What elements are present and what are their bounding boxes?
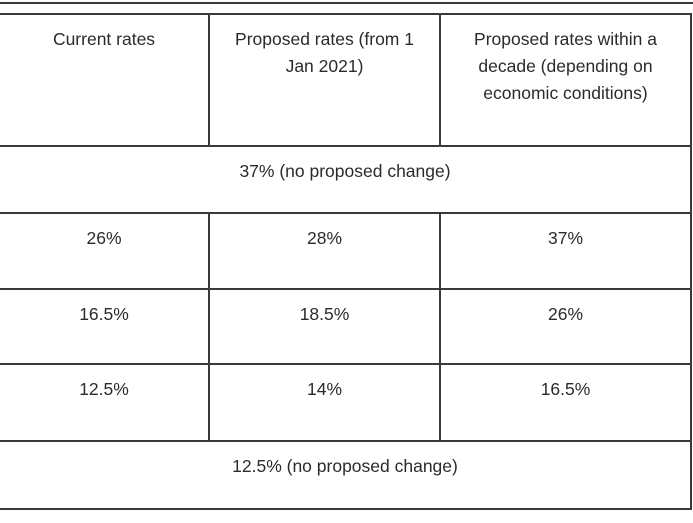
table-row: 26% 28% 37% [0,214,690,290]
tax-rates-table: Current rates Proposed rates (from 1 Jan… [0,13,692,510]
table-cell: 16.5% [540,379,591,399]
table-row: 16.5% 18.5% 26% [0,290,690,365]
table-cell: 26% [0,214,210,288]
merged-cell-37-no-change: 37% (no proposed change) [239,161,451,181]
table-cell: 16.5% [0,290,210,363]
table-cell: 14% [210,365,441,440]
merged-cell-12-5-no-change: 12.5% (no proposed change) [232,456,458,476]
table-cell: 12.5% [0,365,210,440]
header-cell-proposed-rates-decade: Proposed rates within a decade (dependin… [474,29,657,103]
table-header-row: Current rates Proposed rates (from 1 Jan… [0,15,690,147]
table-row: 12.5% 14% 16.5% [0,365,690,442]
merged-row-12-5-percent: 12.5% (no proposed change) [0,442,690,510]
table-cell: 26% [547,304,584,324]
header-cell-current-rates: Current rates [0,15,210,145]
table-cell: 18.5% [210,290,441,363]
table-cell: 28% [210,214,441,288]
table-cell: 37% [547,228,584,248]
merged-row-37-percent: 37% (no proposed change) [0,147,690,214]
header-cell-proposed-rates: Proposed rates (from 1 Jan 2021) [210,15,441,145]
top-crop-rule [0,2,693,4]
